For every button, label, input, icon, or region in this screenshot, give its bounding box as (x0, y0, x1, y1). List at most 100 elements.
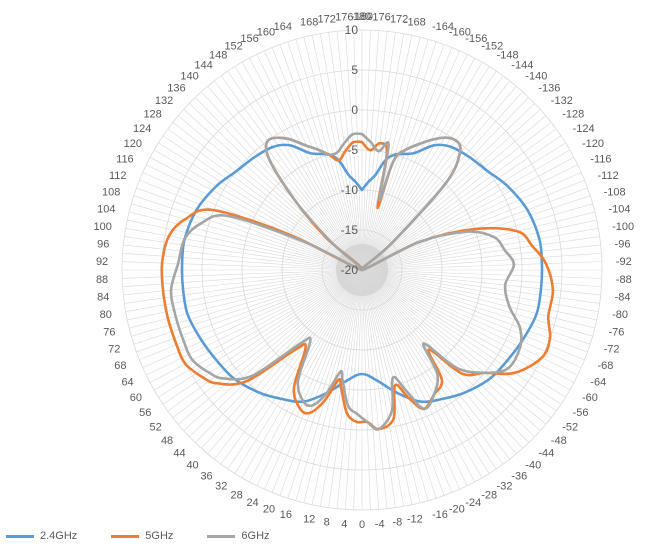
angle-tick-label: 128 (143, 109, 161, 121)
angle-tick-label: 40 (186, 460, 198, 472)
angle-tick-label: -96 (615, 238, 631, 250)
angle-tick-label: 12 (303, 513, 315, 525)
legend-swatch (111, 534, 140, 538)
legend-item-2-4ghz: 2.4GHz (6, 530, 77, 542)
angle-tick-label: 140 (180, 70, 198, 82)
angle-tick-label: 56 (139, 407, 151, 419)
angle-tick-label: 32 (215, 480, 227, 492)
chart-legend: 2.4GHz 5GHz 6GHz (6, 530, 270, 542)
angle-tick-label: -108 (604, 187, 626, 199)
legend-item-6ghz: 6GHz (207, 530, 270, 542)
radial-tick-label: -5 (347, 143, 358, 157)
angle-tick-label: 152 (224, 41, 242, 53)
angle-tick-label: 48 (161, 435, 173, 447)
chart-grid (121, 29, 603, 511)
angle-tick-label: -172 (386, 14, 408, 26)
angle-tick-label: -120 (582, 138, 604, 150)
legend-label: 6GHz (241, 530, 270, 542)
angle-tick-label: -80 (612, 309, 628, 321)
angle-tick-label: 16 (280, 509, 292, 521)
angle-tick-label: -28 (481, 489, 497, 501)
angle-tick-label: -20 (449, 504, 465, 516)
angle-tick-label: 64 (121, 376, 133, 388)
angle-tick-label: 120 (124, 138, 142, 150)
angle-tick-label: 80 (100, 309, 112, 321)
angle-tick-label: 44 (173, 448, 185, 460)
angle-tick-label: -112 (598, 170, 619, 182)
angle-tick-label: -72 (604, 344, 620, 356)
angle-tick-label: -92 (616, 256, 632, 268)
angle-tick-label: -76 (609, 326, 625, 338)
angle-tick-label: -148 (497, 50, 519, 62)
grid-ring (201, 109, 523, 431)
radial-tick-label: 10 (345, 23, 359, 37)
legend-swatch (207, 534, 236, 538)
angle-tick-label: -152 (481, 41, 503, 53)
legend-item-5ghz: 5GHz (111, 530, 173, 542)
angle-tick-label: 68 (114, 360, 126, 372)
angle-tick-label: 112 (109, 170, 127, 182)
angle-tick-label: 168 (300, 17, 318, 29)
angle-tick-label: -88 (616, 274, 632, 286)
angle-tick-label: 84 (97, 292, 109, 304)
angle-tick-label: -132 (551, 95, 573, 107)
radial-tick-label: 5 (351, 63, 358, 77)
angle-tick-label: 176 (335, 12, 353, 24)
legend-label: 5GHz (145, 530, 174, 542)
angle-tick-label: 124 (133, 123, 151, 135)
angle-tick-label: -4 (375, 518, 385, 530)
angle-tick-label: -176 (369, 12, 391, 24)
angle-tick-label: 96 (97, 238, 109, 250)
angle-tick-label: 132 (155, 95, 173, 107)
angle-tick-label: -8 (392, 517, 402, 529)
angle-tick-label: 0 (359, 519, 365, 531)
angle-tick-label: -48 (551, 435, 567, 447)
angle-tick-label: 28 (231, 489, 243, 501)
angle-tick-label: 76 (103, 326, 115, 338)
angle-tick-label: 20 (263, 504, 275, 516)
angle-tick-label: 108 (102, 187, 120, 199)
angle-tick-label: 180 (353, 11, 371, 23)
angle-tick-label: 52 (150, 421, 162, 433)
grid-ring (321, 229, 403, 311)
angle-tick-label: 92 (96, 256, 108, 268)
angle-tick-label: -32 (497, 480, 513, 492)
angle-tick-label: 72 (108, 344, 120, 356)
angle-tick-label: 160 (257, 26, 275, 38)
angle-tick-label: 104 (97, 204, 115, 216)
angle-tick-label: -40 (525, 460, 541, 472)
series-line-2-4ghz (180, 143, 544, 404)
angle-tick-label: 136 (167, 82, 185, 94)
legend-label: 2.4GHz (40, 530, 78, 542)
angle-tick-label: 36 (200, 471, 212, 483)
angle-tick-label: -156 (465, 33, 487, 45)
radial-tick-label: -20 (341, 263, 359, 277)
angle-tick-label: -68 (598, 360, 614, 372)
angle-tick-label: -12 (407, 513, 423, 525)
grid-ring (241, 149, 483, 391)
angle-tick-label: 4 (341, 518, 347, 530)
angle-tick-label: -164 (432, 21, 454, 33)
angle-tick-label: -36 (511, 471, 527, 483)
angle-tick-label: -116 (590, 154, 611, 166)
angle-tick-label: -124 (573, 123, 595, 135)
angle-tick-label: 60 (130, 392, 142, 404)
angle-tick-label: -160 (449, 26, 471, 38)
angle-tick-label: 100 (94, 221, 112, 233)
angle-tick-label: -104 (609, 204, 631, 216)
series-line-6ghz (169, 132, 523, 431)
angle-tick-label: -168 (404, 17, 426, 29)
angle-tick-label: -16 (432, 509, 448, 521)
chart-series (160, 132, 555, 431)
angle-tick-label: -60 (582, 392, 598, 404)
angle-tick-label: -100 (612, 221, 634, 233)
angle-tick-label: 156 (240, 33, 258, 45)
angle-tick-label: 8 (324, 517, 330, 529)
angle-tick-label: -144 (511, 60, 533, 72)
angle-tick-label: 88 (96, 274, 108, 286)
angle-tick-label: -128 (562, 109, 584, 121)
angle-tick-label: -84 (615, 292, 631, 304)
radial-tick-label: -15 (341, 223, 359, 237)
